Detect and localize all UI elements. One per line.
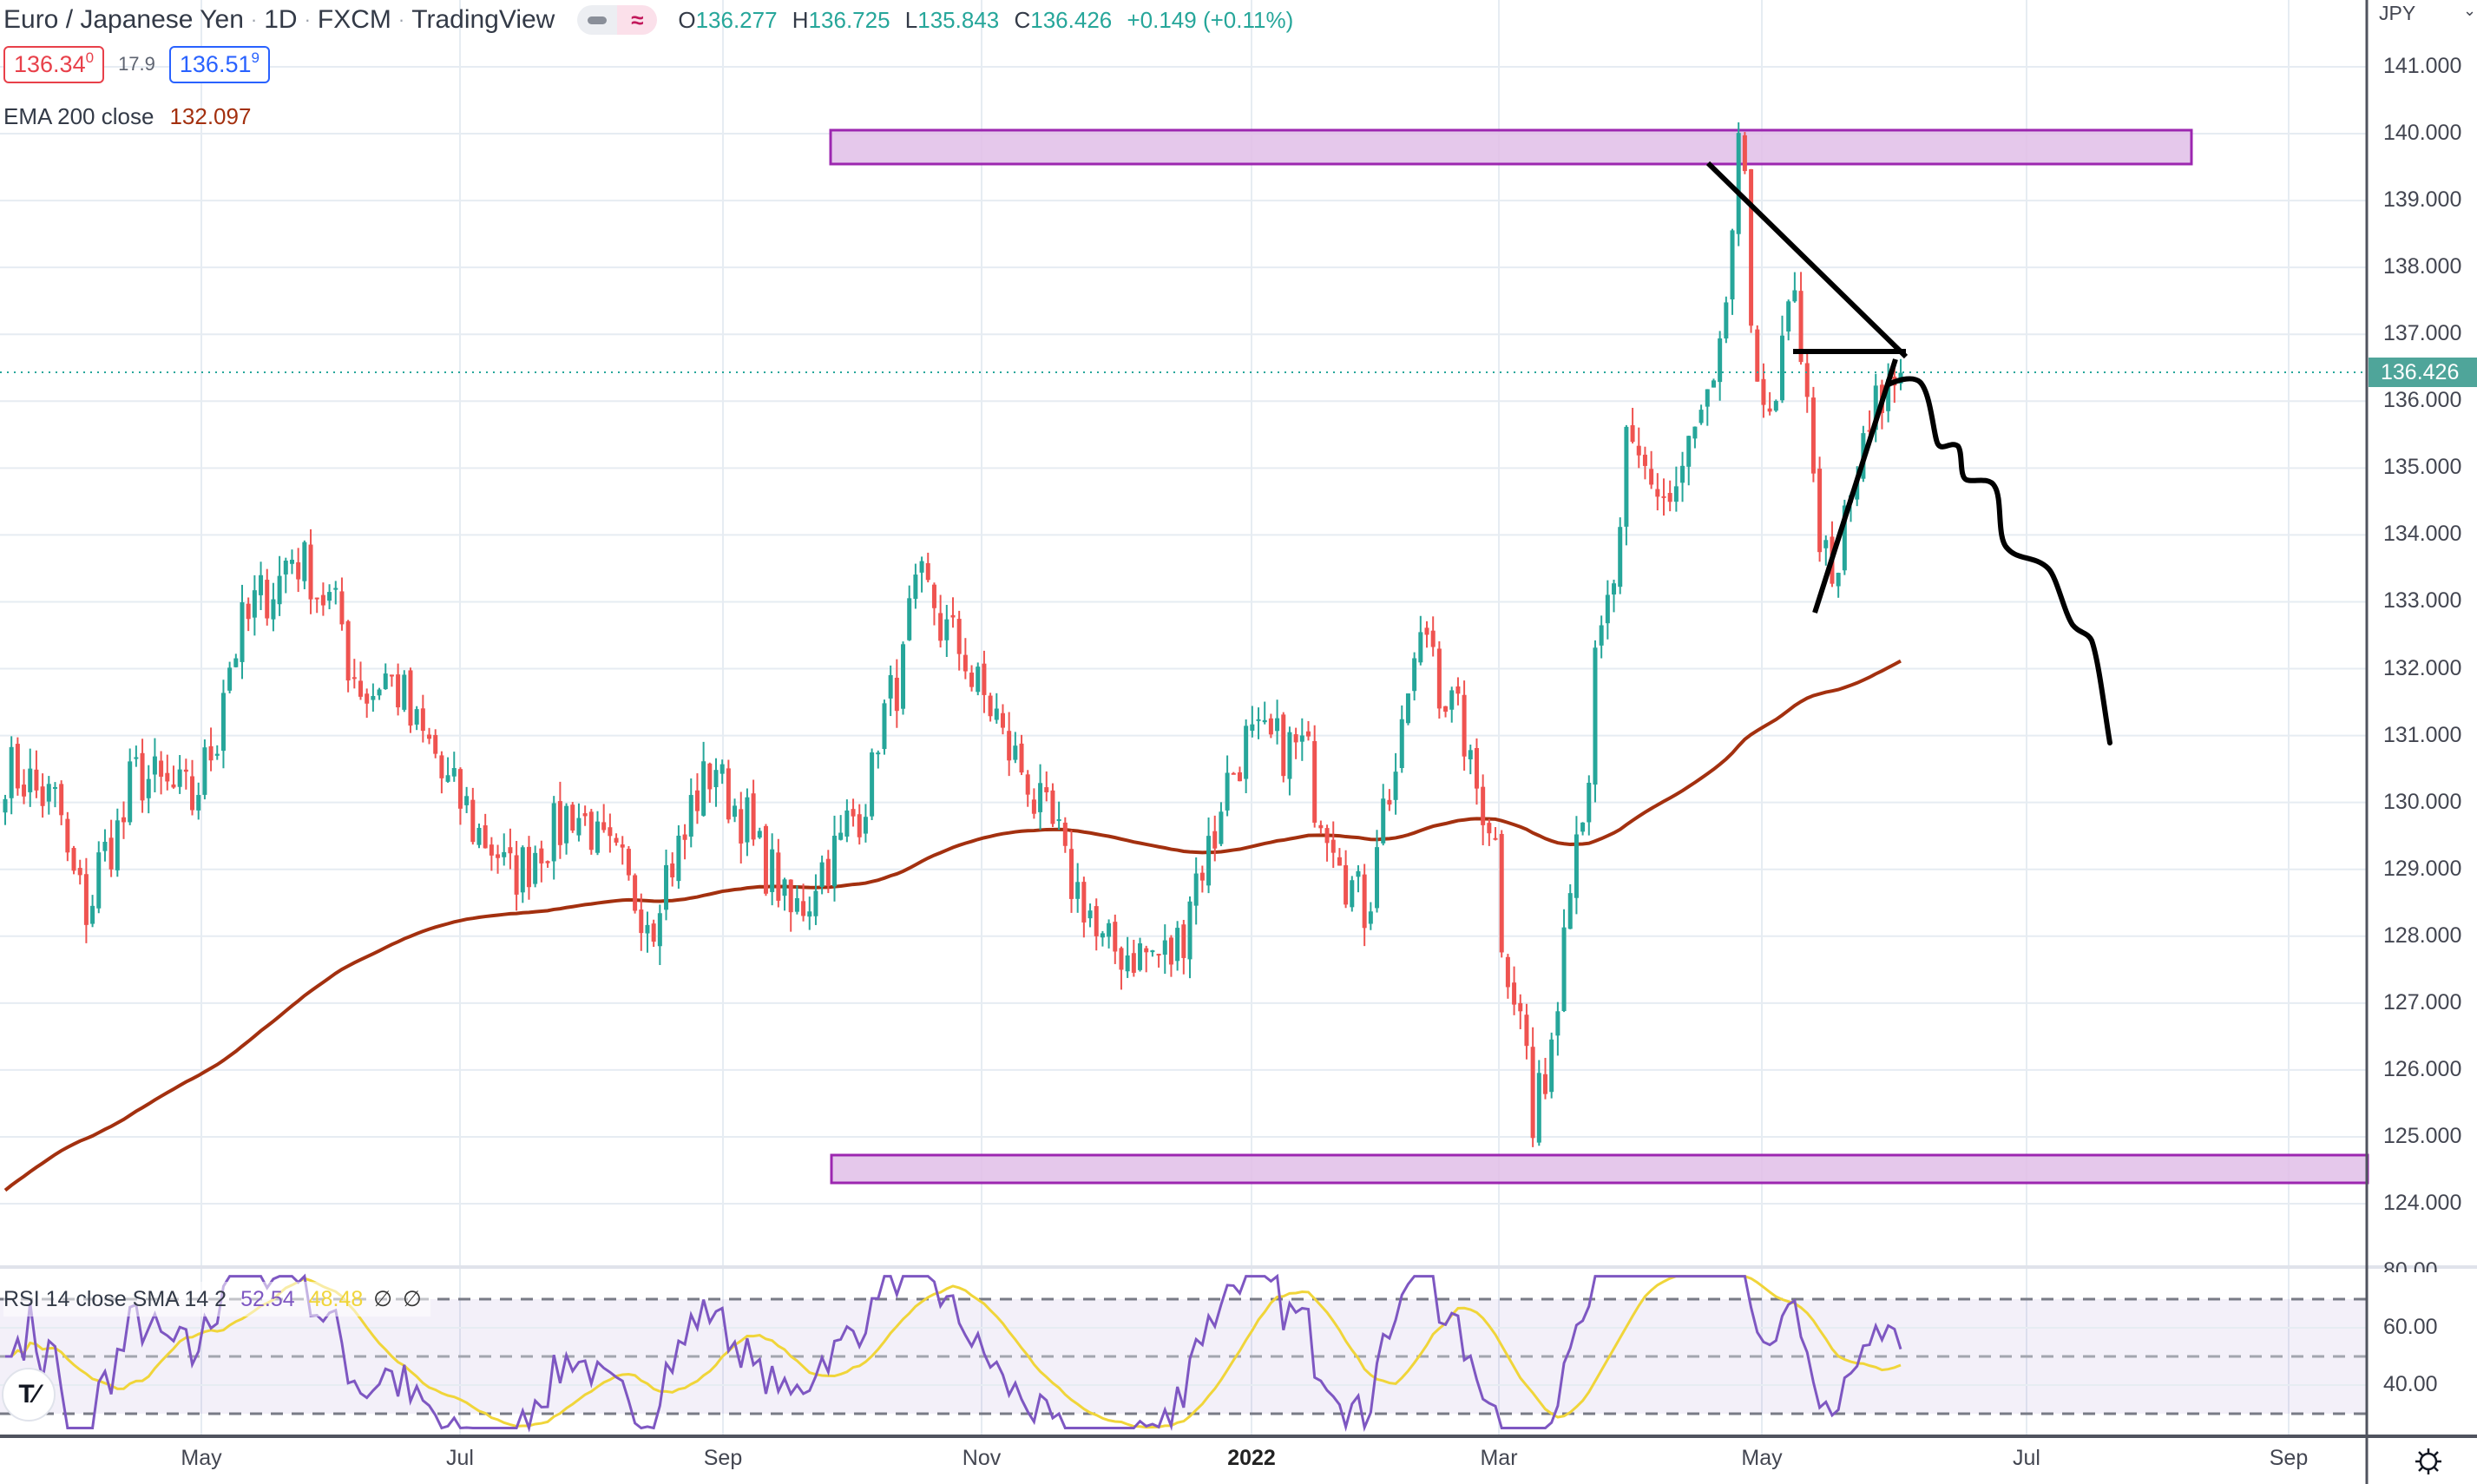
price-tick-label: 132.000 [2383,655,2462,680]
sell-price-pip: 0 [85,49,95,66]
null-value-icon: ∅ [403,1287,422,1311]
ema-label: EMA 200 close [3,102,154,129]
ema-value: 132.097 [169,102,252,129]
candlestick-series[interactable] [3,121,1903,1147]
rsi-pane[interactable] [0,1273,2367,1433]
triangle-drawing[interactable] [1705,161,1909,614]
hide-legend-button[interactable] [577,5,618,35]
rsi-tick-label: 40.00 [2383,1372,2438,1396]
currency-selector[interactable]: JPY [2379,2,2416,24]
spread-value: 17.9 [118,53,155,75]
price-tick-label: 131.000 [2383,722,2462,747]
buy-price: 136.51 [179,50,252,77]
separator: · [398,9,405,30]
price-tick-label: 124.000 [2383,1191,2462,1216]
time-tick-label: May [1741,1446,1783,1470]
price-tick-label: 137.000 [2383,321,2462,346]
price-tick-label: 133.000 [2383,588,2462,614]
price-tick-label: 129.000 [2383,856,2462,881]
ema-legend[interactable]: EMA 200 close 132.097 [3,99,251,134]
interval-label[interactable]: 1D [264,5,298,34]
chevron-down-icon[interactable]: ⌄ [2463,2,2477,19]
exchange-label: FXCM [317,5,391,34]
last-price-label: 136.426 [2369,358,2477,387]
projected-path-drawing[interactable] [1886,376,2112,745]
symbol-name[interactable]: Euro / Japanese Yen [3,5,244,34]
ema-200-line[interactable] [3,659,1902,1192]
price-tick-label: 128.000 [2383,923,2462,948]
null-value-icon: ∅ [373,1287,392,1311]
open-value: 136.277 [695,6,778,33]
change-value: +0.149 (+0.11%) [1127,6,1294,33]
price-tick-label: 130.000 [2383,789,2462,814]
time-tick-label: May [181,1446,222,1470]
price-tick-label: 135.000 [2383,455,2462,480]
upper-trendline[interactable] [1705,161,1909,359]
lower-trendline[interactable] [1812,358,1898,614]
symbol-legend[interactable]: Euro / Japanese Yen · 1D · FXCM · Tradin… [3,2,1302,38]
support-zone[interactable] [830,1153,2369,1185]
price-tick-label: 138.000 [2383,254,2462,279]
time-tick-label: Mar [1480,1446,1518,1470]
time-tick-label: Nov [962,1446,1002,1470]
price-tick-label: 125.000 [2383,1123,2462,1148]
low-value: 135.843 [917,6,1000,33]
close-label: C [1014,6,1031,33]
source-label: TradingView [411,5,555,34]
price-tick-label: 139.000 [2383,187,2462,213]
time-tick-label: Jul [2013,1446,2040,1470]
price-tick-label: 136.000 [2383,388,2462,413]
sell-price: 136.34 [14,50,86,77]
rsi-label: RSI 14 close SMA 14 2 [3,1286,227,1311]
time-tick-label: Sep [2269,1446,2309,1470]
separator: · [304,9,311,30]
rsi-legend[interactable]: RSI 14 close SMA 14 2 52.54 48.48 ∅ ∅ [3,1282,430,1317]
price-tick-label: 126.000 [2383,1056,2462,1081]
open-label: O [678,6,696,33]
price-tick-label: 127.000 [2383,989,2462,1015]
price-tick-label: 134.000 [2383,522,2462,547]
price-tick-label: 140.000 [2383,121,2462,146]
price-tick-label: 141.000 [2383,54,2462,78]
rsi-sma-value: 48.48 [308,1286,364,1311]
sell-button[interactable]: 136.340 [3,45,105,83]
time-tick-label: 2022 [1227,1446,1276,1470]
buy-button[interactable]: 136.519 [168,45,270,83]
legend-toggle[interactable]: ≈ [577,5,658,35]
hide-dash-icon [588,16,608,24]
rsi-tick-label: 80.00 [2383,1258,2438,1272]
high-label: H [792,6,809,33]
time-tick-label: Jul [446,1446,474,1470]
settings-gear-icon[interactable] [2413,1446,2444,1477]
rsi-value: 52.54 [240,1286,295,1311]
ohlc-values: O136.277 H136.725 L135.843 C136.426 +0.1… [678,7,1302,34]
resistance-zone[interactable] [829,128,2193,166]
chart-grid [0,0,2367,1436]
tradingview-logo-icon[interactable]: T⁄ [2,1368,56,1422]
low-label: L [904,6,918,33]
separator: · [250,9,258,30]
rsi-tick-label: 60.00 [2383,1315,2438,1339]
trade-buttons-row: 136.340 17.9 136.519 [3,42,270,87]
time-tick-label: Sep [703,1446,743,1470]
high-value: 136.725 [808,6,890,33]
market-closed-icon[interactable]: ≈ [617,5,658,35]
buy-price-pip: 9 [251,49,260,66]
close-value: 136.426 [1030,6,1113,33]
